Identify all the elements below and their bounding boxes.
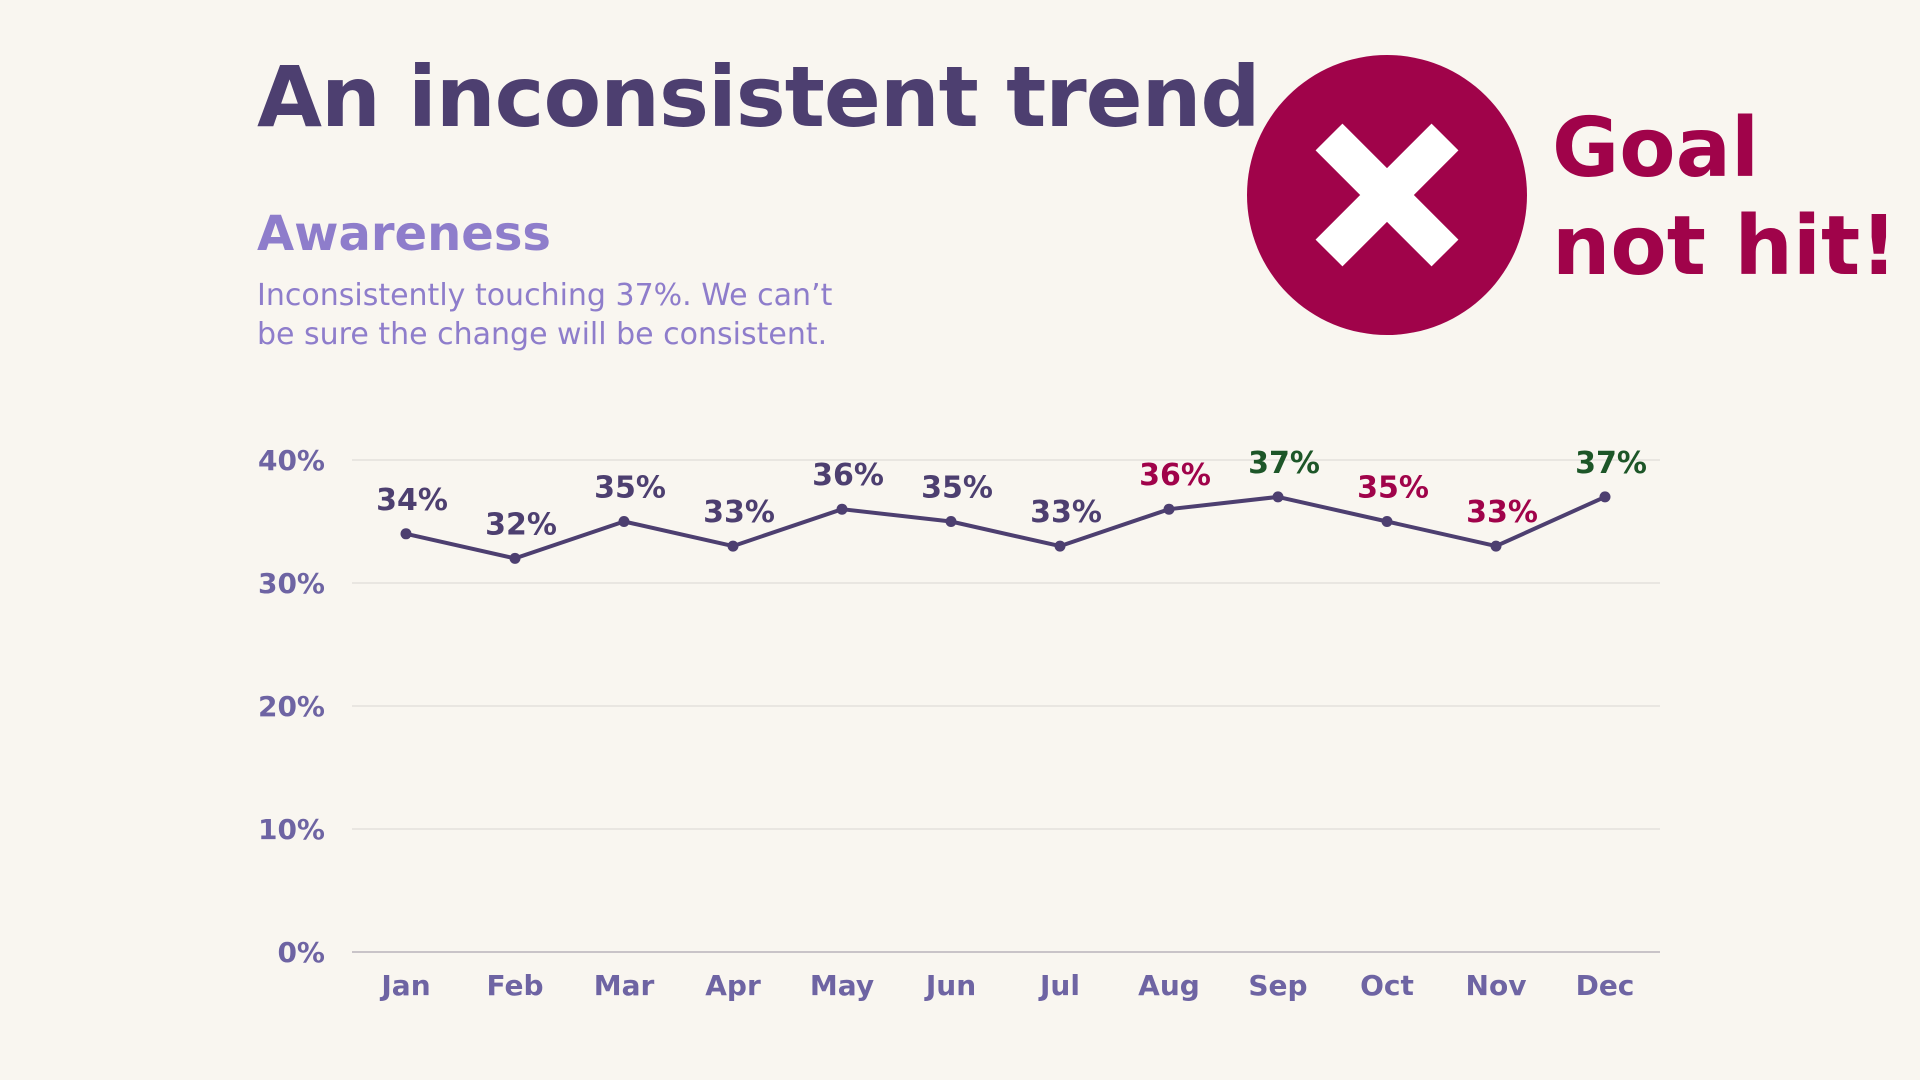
y-tick-label: 0% <box>277 936 325 969</box>
goal-status: Goal not hit! <box>1552 100 1898 296</box>
data-point <box>1599 491 1611 503</box>
data-label: 36% <box>812 458 884 493</box>
data-point <box>945 516 957 527</box>
data-label: 33% <box>1030 495 1102 530</box>
data-label: 35% <box>594 471 666 506</box>
data-point <box>1054 540 1066 552</box>
x-tick-label: Nov <box>1466 969 1527 1002</box>
x-tick-label: Oct <box>1360 969 1414 1002</box>
x-tick-label: Feb <box>486 969 543 1002</box>
x-tick-label: Apr <box>705 969 761 1002</box>
data-label: 34% <box>376 483 448 518</box>
x-tick-label: Sep <box>1248 969 1307 1002</box>
chart-description: Inconsistently touching 37%. We can’t be… <box>257 278 833 352</box>
data-point <box>727 540 739 552</box>
y-tick-label: 30% <box>258 567 325 600</box>
goal-status-line1: Goal <box>1552 101 1760 196</box>
page-title: An inconsistent trend <box>257 48 1261 146</box>
data-point <box>1490 540 1502 552</box>
series-line <box>405 494 1606 561</box>
x-tick-label: Mar <box>594 969 655 1002</box>
data-point <box>509 552 521 564</box>
x-circle-icon <box>1247 55 1527 335</box>
data-label: 35% <box>1357 471 1429 506</box>
data-point <box>618 516 630 527</box>
x-tick-label: Dec <box>1576 969 1635 1002</box>
y-tick-label: 10% <box>258 813 325 846</box>
y-tick-label: 20% <box>258 690 325 723</box>
x-tick-label: Jan <box>379 969 430 1002</box>
chart-subtitle: Awareness <box>257 206 551 262</box>
x-tick-label: Jul <box>1038 969 1080 1002</box>
data-label: 35% <box>921 471 993 506</box>
data-label: 33% <box>703 495 775 530</box>
data-point <box>836 503 848 515</box>
data-label: 37% <box>1575 446 1647 481</box>
goal-status-line2: not hit! <box>1552 199 1898 294</box>
data-label: 32% <box>485 507 557 542</box>
x-tick-label: Aug <box>1138 969 1200 1002</box>
data-label: 37% <box>1248 446 1320 481</box>
x-tick-label: Jun <box>924 969 976 1002</box>
x-tick-label: May <box>810 969 874 1002</box>
data-point <box>1163 503 1175 515</box>
x-mark <box>1315 123 1459 267</box>
data-label: 33% <box>1466 495 1538 530</box>
data-point <box>1381 516 1393 527</box>
data-label: 36% <box>1139 458 1211 493</box>
data-point <box>1272 491 1284 503</box>
y-tick-label: 40% <box>258 444 325 477</box>
data-point <box>400 528 412 540</box>
